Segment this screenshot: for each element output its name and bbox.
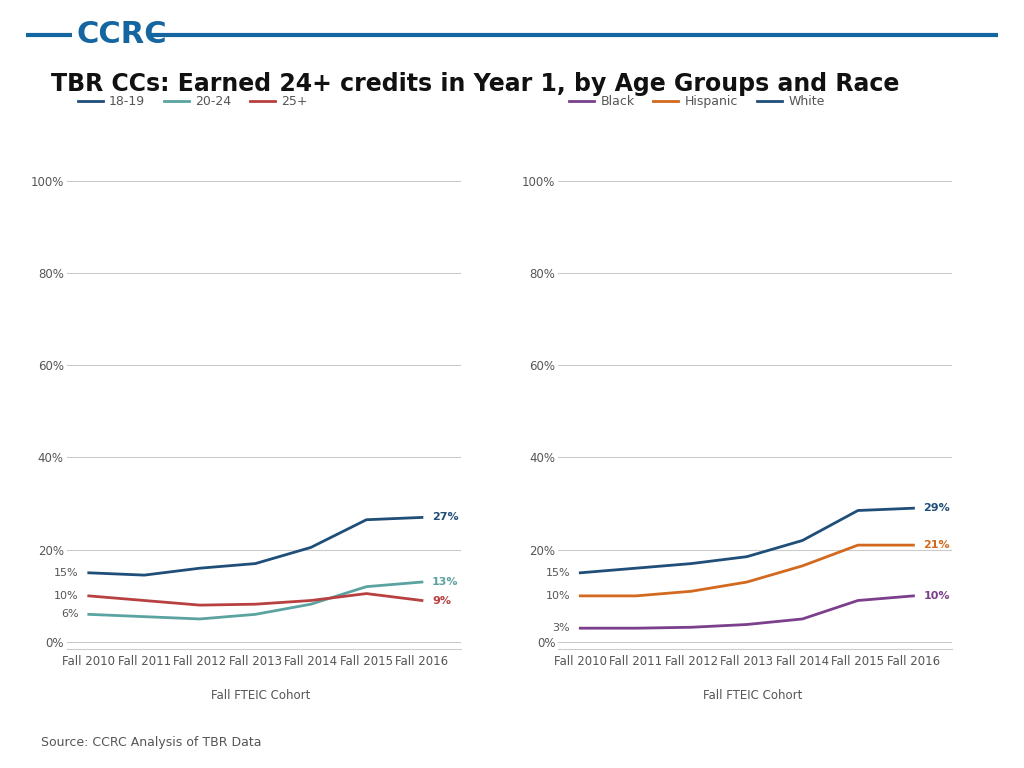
Text: 21%: 21% <box>924 540 950 550</box>
Text: 10%: 10% <box>54 591 79 601</box>
Text: Fall FTEIC Cohort: Fall FTEIC Cohort <box>702 689 803 701</box>
Text: 27%: 27% <box>432 512 459 522</box>
Text: 10%: 10% <box>924 591 950 601</box>
Text: 10%: 10% <box>546 591 570 601</box>
Text: 6%: 6% <box>61 609 79 619</box>
Text: 13%: 13% <box>432 577 459 587</box>
Legend: Black, Hispanic, White: Black, Hispanic, White <box>564 90 829 113</box>
Text: Source: CCRC Analysis of TBR Data: Source: CCRC Analysis of TBR Data <box>41 736 261 749</box>
Text: Fall FTEIC Cohort: Fall FTEIC Cohort <box>211 689 311 701</box>
Text: 3%: 3% <box>553 623 570 633</box>
Text: TBR CCs: Earned 24+ credits in Year 1, by Age Groups and Race: TBR CCs: Earned 24+ credits in Year 1, b… <box>51 71 899 96</box>
Text: 9%: 9% <box>432 595 451 605</box>
Text: 29%: 29% <box>924 503 950 513</box>
Text: CCRC: CCRC <box>77 20 168 49</box>
Legend: 18-19, 20-24, 25+: 18-19, 20-24, 25+ <box>73 90 312 113</box>
Text: 15%: 15% <box>54 568 79 578</box>
Text: 15%: 15% <box>546 568 570 578</box>
